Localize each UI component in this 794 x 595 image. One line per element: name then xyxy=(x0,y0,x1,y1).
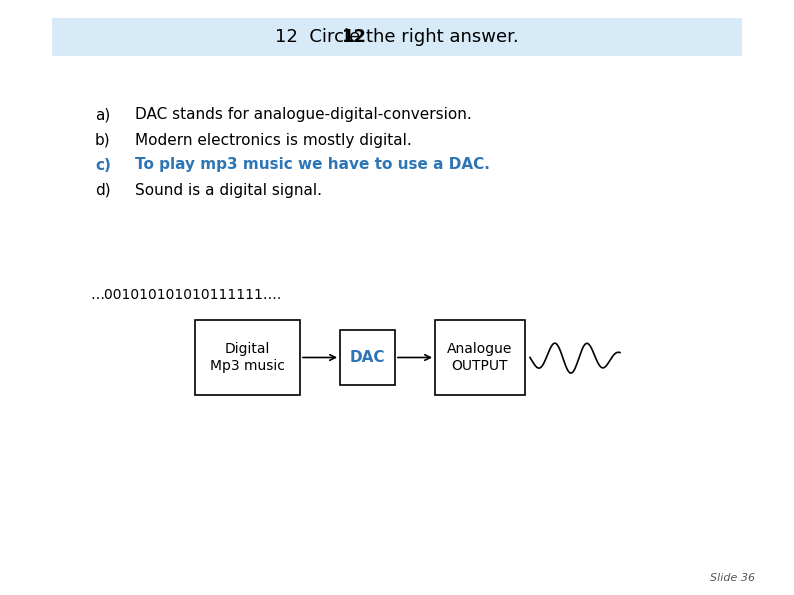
Text: Modern electronics is mostly digital.: Modern electronics is mostly digital. xyxy=(135,133,412,148)
Text: c): c) xyxy=(95,158,111,173)
Text: b): b) xyxy=(95,133,110,148)
Text: a): a) xyxy=(95,108,110,123)
Text: DAC: DAC xyxy=(349,350,385,365)
Bar xyxy=(52,18,742,56)
Text: Digital
Mp3 music: Digital Mp3 music xyxy=(210,342,285,372)
Bar xyxy=(340,330,395,385)
Text: Analogue
OUTPUT: Analogue OUTPUT xyxy=(447,342,513,372)
Text: …001010101010111111….: …001010101010111111…. xyxy=(90,288,281,302)
Bar xyxy=(435,320,525,395)
Text: DAC stands for analogue-digital-conversion.: DAC stands for analogue-digital-conversi… xyxy=(135,108,472,123)
Text: 12  Circle the right answer.: 12 Circle the right answer. xyxy=(276,28,518,46)
Text: 12: 12 xyxy=(342,28,367,46)
Text: d): d) xyxy=(95,183,110,198)
Bar xyxy=(195,320,300,395)
Text: To play mp3 music we have to use a DAC.: To play mp3 music we have to use a DAC. xyxy=(135,158,490,173)
Text: Slide 36: Slide 36 xyxy=(710,573,755,583)
Text: Sound is a digital signal.: Sound is a digital signal. xyxy=(135,183,322,198)
